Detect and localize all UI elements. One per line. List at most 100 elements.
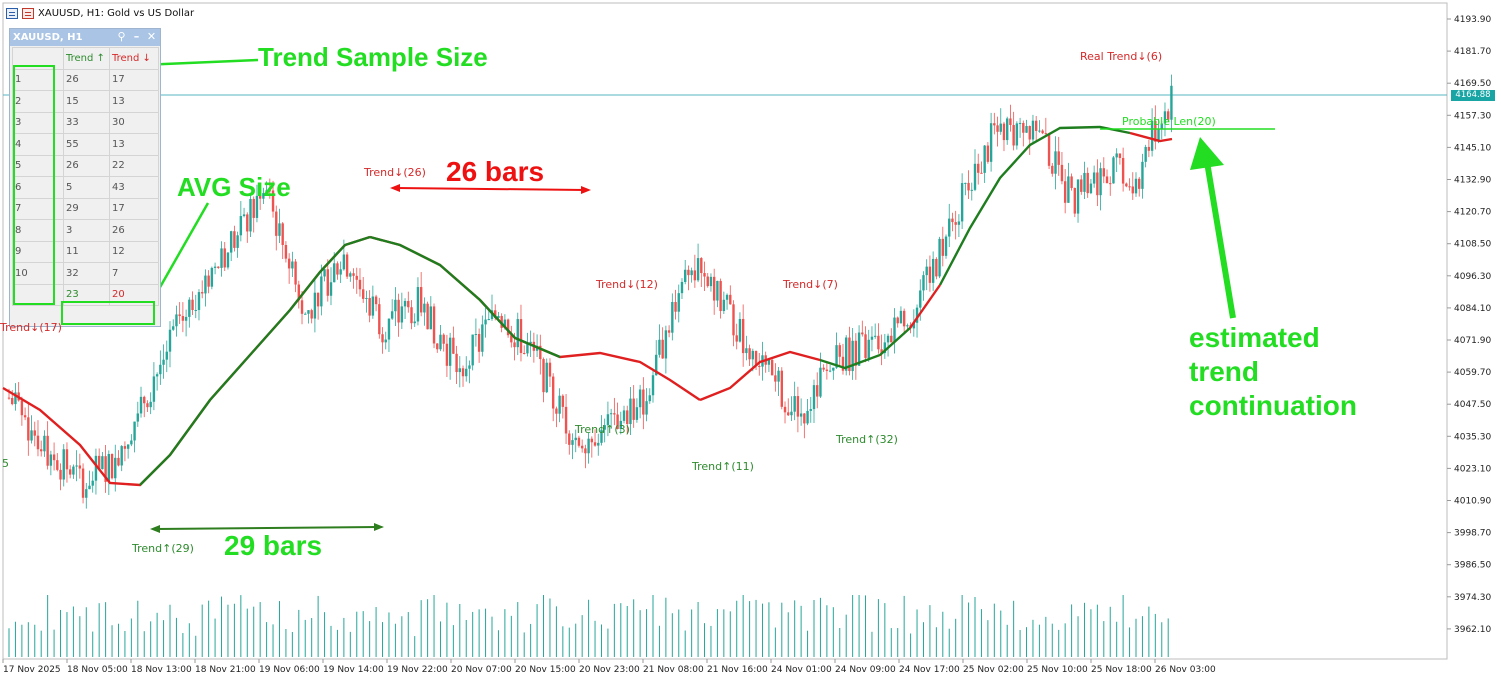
- candle-body: [948, 218, 951, 237]
- candle-body: [52, 454, 56, 461]
- candle-body: [461, 368, 465, 377]
- candle-body: [407, 300, 410, 308]
- panel-header[interactable]: XAUUSD, H1 ⚲ – ✕: [10, 29, 160, 46]
- candle-body: [175, 314, 178, 327]
- candle-body: [1070, 176, 1073, 188]
- minimize-icon[interactable]: –: [133, 30, 140, 43]
- time-tick-label: 20 Nov 07:00: [451, 665, 512, 675]
- trend-stats-panel[interactable]: XAUUSD, H1 ⚲ – ✕ Trend ↑ Trend ↓ 1 26 17 2 1…: [9, 28, 161, 327]
- time-tick-label: 24 Nov 09:00: [835, 665, 896, 675]
- trend-line-segment: [139, 235, 371, 486]
- candle-body: [130, 440, 133, 445]
- candle-body: [162, 359, 165, 365]
- candle-body: [674, 302, 677, 312]
- table-row: 2 15 13: [12, 90, 159, 113]
- row-trend-down: 17: [109, 197, 159, 220]
- candle-body: [81, 468, 85, 498]
- price-tick-label: 4108.50: [1454, 240, 1491, 250]
- candle-body: [870, 336, 874, 340]
- candle-body: [767, 359, 771, 365]
- candle-body: [896, 317, 899, 324]
- row-trend-down: 22: [109, 154, 159, 177]
- candle-body: [117, 457, 120, 466]
- candle-body: [487, 319, 490, 321]
- candle-body: [719, 280, 722, 312]
- candle-body: [542, 359, 545, 393]
- candle-body: [1092, 172, 1096, 184]
- candle-body: [139, 396, 143, 414]
- candle-body: [11, 397, 14, 405]
- bars-26-arrow: [395, 187, 586, 191]
- trend-line-segment: [369, 235, 561, 359]
- candle-body: [268, 190, 272, 192]
- close-icon[interactable]: ✕: [146, 30, 157, 43]
- candle-body: [481, 324, 484, 352]
- price-tick-label: 4145.10: [1454, 143, 1491, 153]
- candle-body: [1054, 151, 1057, 174]
- candle-body: [783, 406, 787, 413]
- candle-body: [362, 289, 365, 299]
- candle-body: [442, 334, 445, 344]
- candle-body: [394, 299, 397, 312]
- candle-body: [661, 339, 664, 359]
- candle-body: [123, 446, 127, 449]
- candle-body: [1102, 168, 1105, 177]
- candle-body: [619, 420, 622, 429]
- time-axis: 17 Nov 2025 18 Nov 05:00 18 Nov 13:00 18 No…: [2, 659, 1216, 675]
- trend-label: Trend↓(26): [364, 166, 426, 179]
- candle-body: [426, 303, 429, 330]
- candle-body: [838, 345, 841, 357]
- candle-body: [590, 438, 594, 443]
- candle-body: [403, 300, 407, 307]
- candle-body: [1147, 146, 1151, 151]
- trend-line-segment: [938, 125, 1131, 286]
- candle-body: [1131, 186, 1134, 194]
- candle-body: [275, 211, 278, 236]
- candle-body: [938, 238, 941, 277]
- candle-body: [664, 330, 668, 359]
- time-tick-label: 18 Nov 13:00: [131, 665, 192, 675]
- chart-window-icon[interactable]: [6, 7, 18, 19]
- price-tick-label: 4193.90: [1454, 15, 1491, 25]
- candlesticks: [7, 74, 1173, 509]
- candle-body: [696, 258, 700, 281]
- candle-body: [796, 396, 800, 417]
- row-trend-down: 13: [109, 133, 159, 156]
- candle-body: [265, 190, 268, 194]
- candle-body: [600, 429, 603, 443]
- pin-icon[interactable]: ⚲: [117, 30, 126, 43]
- candle-body: [387, 318, 391, 340]
- candle-body: [371, 296, 375, 316]
- candle-body: [1105, 176, 1109, 184]
- candle-body: [194, 309, 197, 311]
- header-trend-down: Trend ↓: [109, 47, 159, 70]
- trend-line-segment: [819, 327, 911, 370]
- candle-body: [919, 290, 922, 308]
- time-tick-label: 26 Nov 03:00: [1155, 665, 1216, 675]
- candle-body: [191, 299, 194, 311]
- candle-body: [1167, 111, 1170, 120]
- chart-type-icon[interactable]: [22, 7, 34, 19]
- candle-body: [922, 275, 925, 291]
- candle-body: [774, 375, 777, 382]
- row-trend-up: 32: [63, 262, 110, 285]
- candle-body: [1154, 120, 1157, 142]
- time-tick-label: 21 Nov 08:00: [643, 665, 704, 675]
- candle-body: [75, 465, 78, 467]
- time-tick-label: 20 Nov 23:00: [579, 665, 640, 675]
- candle-body: [790, 411, 793, 416]
- time-tick-label: 25 Nov 02:00: [963, 665, 1024, 675]
- candle-body: [56, 460, 59, 470]
- candle-body: [59, 469, 62, 480]
- panel-title: XAUUSD, H1: [13, 32, 83, 43]
- candle-body: [1047, 133, 1051, 166]
- candle-body: [149, 401, 152, 408]
- candle-body: [220, 248, 223, 268]
- candle-body: [861, 332, 864, 335]
- price-tick-label: 4157.30: [1454, 111, 1491, 121]
- candle-body: [584, 448, 587, 454]
- candle-body: [529, 341, 532, 344]
- row-trend-up: 26: [63, 68, 110, 91]
- candle-body: [973, 163, 977, 190]
